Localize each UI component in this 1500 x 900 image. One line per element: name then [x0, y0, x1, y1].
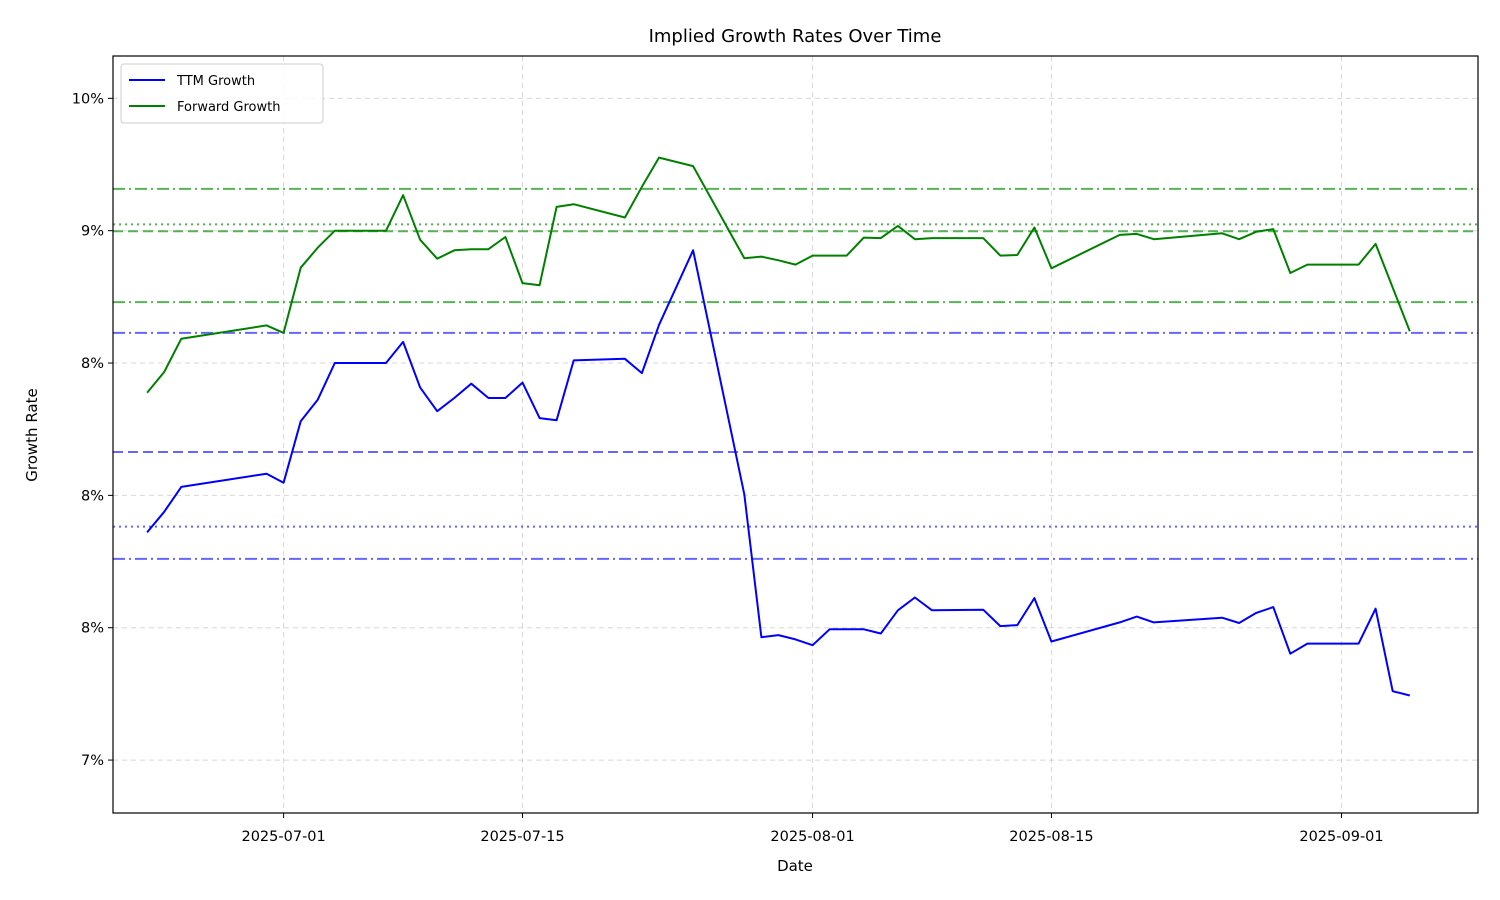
grid-layer — [113, 56, 1478, 813]
series-line — [146, 156, 1411, 394]
x-tick-label: 2025-08-01 — [770, 829, 854, 845]
legend-box — [120, 63, 324, 124]
y-tick-label: 9% — [81, 224, 104, 240]
legend: TTM Growth Forward Growth — [120, 63, 324, 124]
y-tick-label: 8% — [81, 356, 104, 372]
x-axis-ticks: 2025-07-01 2025-07-15 2025-08-01 2025-08-15… — [241, 813, 1384, 845]
plot-frame — [112, 55, 1479, 814]
legend-label-ttm: TTM Growth — [176, 74, 255, 89]
y-tick-label: 10% — [72, 91, 104, 107]
x-tick-label: 2025-07-01 — [241, 829, 325, 845]
y-axis-title: Growth Rate — [23, 388, 41, 481]
series-line — [146, 249, 1411, 697]
x-tick-label: 2025-08-15 — [1009, 829, 1093, 845]
chart-title: Implied Growth Rates Over Time — [649, 26, 942, 47]
y-tick-label: 8% — [81, 621, 104, 637]
x-tick-label: 2025-07-15 — [480, 829, 564, 845]
series-lines — [146, 156, 1411, 697]
x-axis-title: Date — [777, 857, 813, 875]
y-axis-ticks: 7% 8% 8% 8% 9% 10% — [72, 91, 113, 769]
y-tick-label: 7% — [81, 753, 104, 769]
x-tick-label: 2025-09-01 — [1299, 829, 1383, 845]
y-tick-label: 8% — [81, 488, 104, 504]
legend-label-forward: Forward Growth — [177, 100, 280, 115]
